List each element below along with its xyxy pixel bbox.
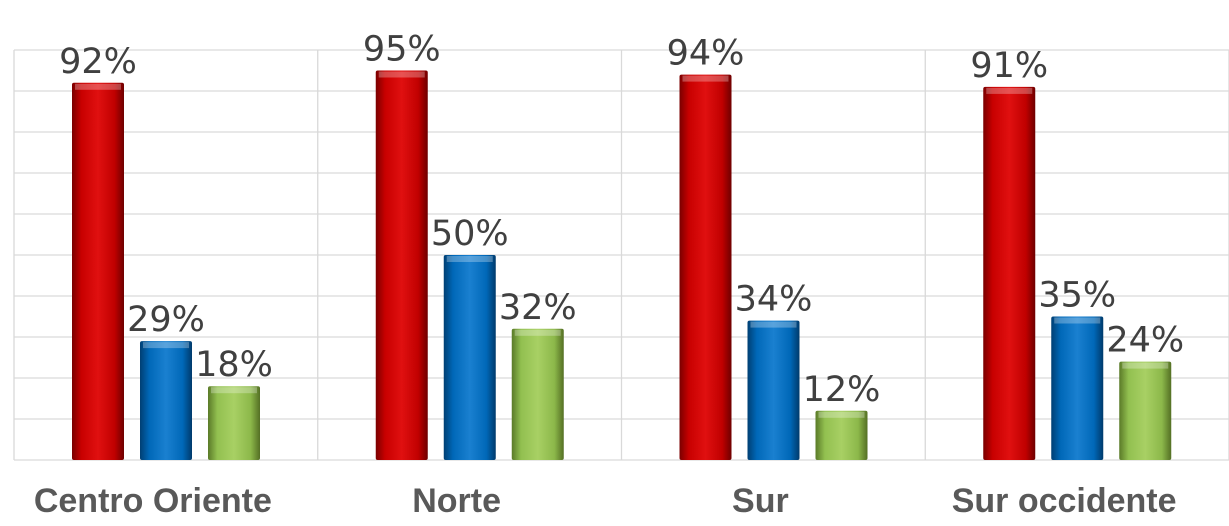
category-label: Sur occidente bbox=[952, 482, 1177, 520]
bar-bevel bbox=[1054, 317, 1101, 324]
value-label: 29% bbox=[127, 300, 205, 340]
bar-bevel bbox=[750, 321, 797, 328]
bar-bevel bbox=[211, 387, 257, 394]
value-label: 92% bbox=[59, 42, 137, 82]
bar-bevel bbox=[818, 411, 865, 418]
bar-bevel bbox=[682, 75, 729, 82]
bar-1-sur bbox=[679, 74, 732, 460]
bar-1-norte bbox=[375, 70, 428, 460]
value-label: 95% bbox=[363, 30, 441, 70]
value-label: 94% bbox=[667, 34, 745, 74]
bar-2-sur bbox=[747, 320, 800, 460]
bar-bevel bbox=[446, 256, 493, 262]
bar-group bbox=[72, 70, 1172, 461]
category-label: Sur bbox=[732, 482, 789, 520]
value-label: 12% bbox=[803, 370, 881, 410]
value-label: 24% bbox=[1106, 321, 1184, 361]
value-label: 50% bbox=[431, 214, 509, 254]
value-labels: 92% 29% 18% 95% 50% 32% 94% 34% 12% 91% 35% 24% bbox=[59, 30, 1184, 410]
bar-1-sur-occidente bbox=[983, 86, 1036, 461]
bar-bevel bbox=[514, 329, 561, 336]
bar-1-centro-oriente bbox=[72, 82, 124, 461]
gridlines bbox=[13, 49, 1229, 461]
bar-3-centro-oriente bbox=[208, 386, 260, 460]
bar-3-sur-occidente bbox=[1119, 361, 1172, 460]
bar-bevel bbox=[75, 83, 121, 90]
bar-bevel bbox=[378, 71, 425, 78]
bar-3-norte bbox=[511, 328, 564, 460]
category-labels: Centro Oriente Norte Sur Sur occidente bbox=[34, 482, 1177, 520]
bar-3-sur bbox=[815, 410, 868, 460]
bar-bevel bbox=[1122, 362, 1169, 369]
bar-bevel bbox=[986, 87, 1033, 94]
value-label: 91% bbox=[970, 46, 1048, 86]
bar-2-centro-oriente bbox=[140, 341, 192, 460]
value-label: 35% bbox=[1038, 276, 1116, 316]
bar-2-norte bbox=[443, 255, 496, 460]
value-label: 34% bbox=[735, 280, 813, 320]
value-label: 32% bbox=[499, 288, 577, 328]
bar-2-sur-occidente bbox=[1051, 316, 1104, 460]
bar-bevel bbox=[143, 342, 189, 349]
category-label: Centro Oriente bbox=[34, 482, 272, 520]
category-label: Norte bbox=[412, 482, 501, 520]
value-label: 18% bbox=[195, 345, 273, 385]
